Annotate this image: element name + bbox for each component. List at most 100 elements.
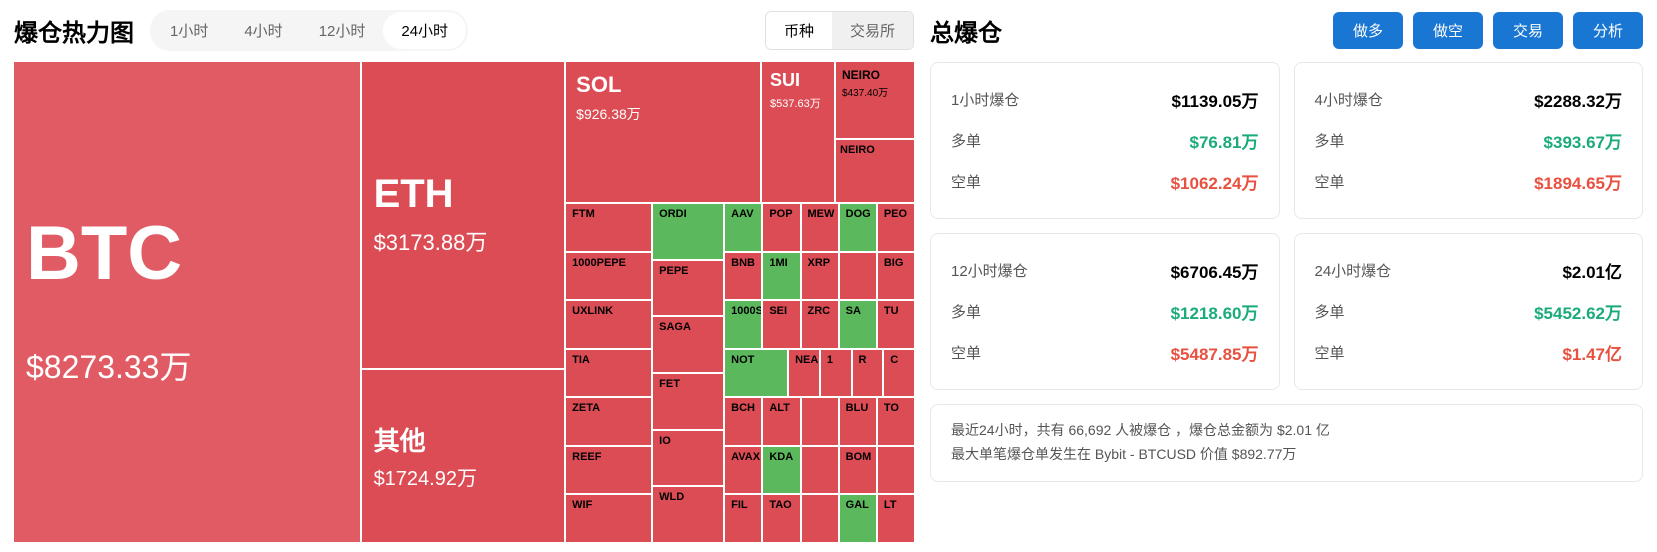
type-tab-coin[interactable]: 币种 (766, 12, 832, 49)
tm-cell-wld[interactable]: WLD (653, 487, 723, 542)
eth-value: $3173.88万 (374, 225, 553, 257)
tm-cell-bnb[interactable]: BNB (725, 253, 761, 300)
treemap-neiro2[interactable]: NEIRO (836, 140, 914, 202)
tm-cell-to[interactable]: TO (878, 398, 914, 445)
type-tab-exchange[interactable]: 交易所 (832, 12, 913, 49)
tm-cell-big[interactable]: BIG (878, 253, 914, 300)
stat-short-label: 空单 (951, 342, 981, 363)
treemap-sol[interactable]: SOL $926.38万 (566, 62, 760, 202)
stat-long-value: $393.67万 (1544, 128, 1622, 153)
tm-cell-1000pepe[interactable]: 1000PEPE (566, 253, 651, 300)
tm-cell-blank[interactable] (802, 495, 838, 542)
stat-title: 24小时爆仓 (1315, 260, 1392, 281)
stats-grid: 1小时爆仓 $1139.05万 多单 $76.81万 空单 $1062.24万 … (930, 62, 1643, 390)
tm-cell-peo[interactable]: PEO (878, 204, 914, 251)
tm-cell-aav[interactable]: AAV (725, 204, 761, 251)
time-tabs: 1小时 4小时 12小时 24小时 (150, 10, 468, 51)
treemap-btc[interactable]: BTC $8273.33万 (14, 62, 360, 542)
tm-cell-fet[interactable]: FET (653, 374, 723, 429)
tm-cell-1mi[interactable]: 1MI (763, 253, 799, 300)
tm-cell-wif[interactable]: WIF (566, 495, 651, 542)
tm-cell-sa[interactable]: SA (840, 301, 876, 348)
treemap-eth[interactable]: ETH $3173.88万 (362, 62, 565, 368)
note-line-1: 最近24小时，共有 66,692 人被爆仓 ，爆仓总金额为 $2.01 亿 (951, 419, 1622, 443)
tm-cell-c[interactable]: C (884, 350, 914, 397)
treemap-neiro1[interactable]: NEIRO $437.40万 (836, 62, 914, 138)
summary-header: 总爆仓 做多 做空 交易 分析 (930, 10, 1643, 50)
treemap-other[interactable]: 其他 $1724.92万 (362, 370, 565, 542)
tm-cell-bom[interactable]: BOM (840, 447, 876, 494)
sui-value: $537.63万 (770, 95, 826, 111)
sol-symbol: SOL (576, 72, 750, 98)
tm-cell-reef[interactable]: REEF (566, 447, 651, 494)
tm-cell-blank[interactable] (840, 253, 876, 300)
stat-title: 4小时爆仓 (1315, 89, 1383, 110)
stat-long-label: 多单 (951, 301, 981, 322)
sui-symbol: SUI (770, 70, 826, 91)
tm-cell-tia[interactable]: TIA (566, 350, 651, 397)
time-tab-1h[interactable]: 1小时 (152, 12, 226, 49)
heatmap-title: 爆仓热力图 (14, 13, 134, 48)
other-value: $1724.92万 (374, 462, 553, 491)
stat-short-value: $1062.24万 (1171, 169, 1259, 194)
action-short[interactable]: 做空 (1413, 12, 1483, 49)
stat-card-3: 24小时爆仓 $2.01亿 多单 $5452.62万 空单 $1.47亿 (1294, 233, 1644, 390)
stat-title: 12小时爆仓 (951, 260, 1028, 281)
tm-cell-alt[interactable]: ALT (763, 398, 799, 445)
tm-cell-uxlink[interactable]: UXLINK (566, 301, 651, 348)
tm-cell-fil[interactable]: FIL (725, 495, 761, 542)
stat-total: $2288.32万 (1534, 87, 1622, 112)
time-tab-12h[interactable]: 12小时 (301, 12, 384, 49)
tm-cell-avax[interactable]: AVAX (725, 447, 761, 494)
stat-short-label: 空单 (951, 171, 981, 192)
treemap: BTC $8273.33万 ETH $3173.88万 其他 $1724.92万… (14, 62, 914, 542)
heatmap-header: 爆仓热力图 1小时 4小时 12小时 24小时 币种 交易所 (14, 10, 914, 50)
stat-long-value: $76.81万 (1190, 128, 1259, 153)
tm-cell-xrp[interactable]: XRP (802, 253, 838, 300)
tm-cell-tu[interactable]: TU (878, 301, 914, 348)
tm-cell-zrc[interactable]: ZRC (802, 301, 838, 348)
tm-cell-1000sa[interactable]: 1000SA (725, 301, 761, 348)
tm-cell-blank[interactable] (878, 447, 914, 494)
stat-total: $2.01亿 (1562, 258, 1622, 283)
tm-cell-not[interactable]: NOT (725, 350, 787, 397)
tm-cell-r[interactable]: R (853, 350, 883, 397)
tm-cell-ordi[interactable]: ORDI (653, 204, 723, 259)
note-card: 最近24小时，共有 66,692 人被爆仓 ，爆仓总金额为 $2.01 亿 最大… (930, 404, 1643, 482)
stat-short-value: $1894.65万 (1534, 169, 1622, 194)
tm-cell-lt[interactable]: LT (878, 495, 914, 542)
tm-cell-ftm[interactable]: FTM (566, 204, 651, 251)
tm-cell-blank[interactable] (802, 447, 838, 494)
time-tab-4h[interactable]: 4小时 (226, 12, 300, 49)
tm-cell-zeta[interactable]: ZETA (566, 398, 651, 445)
action-analyze[interactable]: 分析 (1573, 12, 1643, 49)
tm-cell-near[interactable]: NEAR (789, 350, 819, 397)
tm-cell-dog[interactable]: DOG (840, 204, 876, 251)
note-line-2: 最大单笔爆仓单发生在 Bybit - BTCUSD 价值 $892.77万 (951, 443, 1622, 467)
tm-cell-gal[interactable]: GAL (840, 495, 876, 542)
stat-short-value: $5487.85万 (1171, 340, 1259, 365)
action-trade[interactable]: 交易 (1493, 12, 1563, 49)
tm-cell-pepe[interactable]: PEPE (653, 261, 723, 316)
tm-cell-blank[interactable] (802, 398, 838, 445)
tm-cell-pop[interactable]: POP (763, 204, 799, 251)
stat-card-1: 4小时爆仓 $2288.32万 多单 $393.67万 空单 $1894.65万 (1294, 62, 1644, 219)
btc-value: $8273.33万 (26, 342, 348, 388)
action-long[interactable]: 做多 (1333, 12, 1403, 49)
stat-card-0: 1小时爆仓 $1139.05万 多单 $76.81万 空单 $1062.24万 (930, 62, 1280, 219)
tm-cell-blu[interactable]: BLU (840, 398, 876, 445)
tm-cell-saga[interactable]: SAGA (653, 317, 723, 372)
time-tab-24h[interactable]: 24小时 (383, 12, 466, 49)
stat-short-value: $1.47亿 (1562, 340, 1622, 365)
stat-total: $1139.05万 (1172, 87, 1259, 112)
tm-cell-1[interactable]: 1 (821, 350, 851, 397)
tm-cell-mew[interactable]: MEW (802, 204, 838, 251)
summary-title: 总爆仓 (930, 13, 1002, 48)
tm-cell-sei[interactable]: SEI (763, 301, 799, 348)
tm-cell-io[interactable]: IO (653, 431, 723, 486)
action-buttons: 做多 做空 交易 分析 (1333, 12, 1643, 49)
tm-cell-kda[interactable]: KDA (763, 447, 799, 494)
tm-cell-bch[interactable]: BCH (725, 398, 761, 445)
treemap-sui[interactable]: SUI $537.63万 (762, 62, 834, 202)
tm-cell-tao[interactable]: TAO (763, 495, 799, 542)
